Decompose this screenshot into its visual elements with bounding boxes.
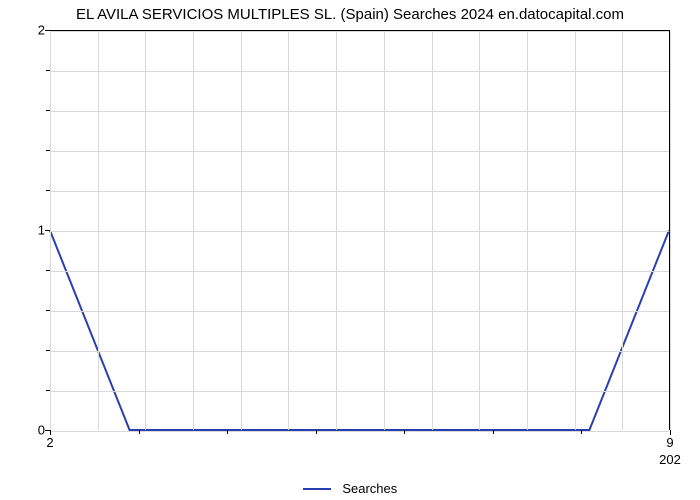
legend-swatch bbox=[303, 488, 331, 490]
plot-area bbox=[50, 30, 670, 430]
y-tick-mark bbox=[45, 230, 50, 231]
y-tick-label: 1 bbox=[30, 223, 45, 238]
grid-hline bbox=[50, 391, 669, 392]
y-tick-label: 0 bbox=[30, 423, 45, 438]
grid-vline bbox=[384, 31, 385, 430]
y-minor-tick bbox=[46, 150, 50, 151]
grid-vline bbox=[527, 31, 528, 430]
grid-vline bbox=[241, 31, 242, 430]
grid-vline bbox=[98, 31, 99, 430]
grid-hline bbox=[50, 311, 669, 312]
grid-vline bbox=[575, 31, 576, 430]
x-minor-tick bbox=[316, 430, 317, 434]
x-sub-label: 202 bbox=[659, 452, 681, 467]
grid-vline bbox=[336, 31, 337, 430]
x-tick-mark bbox=[670, 430, 671, 435]
grid-hline bbox=[50, 431, 669, 432]
series-line bbox=[50, 231, 669, 431]
x-minor-tick bbox=[227, 430, 228, 434]
grid-vline bbox=[622, 31, 623, 430]
grid-hline bbox=[50, 231, 669, 232]
chart-title: EL AVILA SERVICIOS MULTIPLES SL. (Spain)… bbox=[0, 6, 700, 23]
y-minor-tick bbox=[46, 190, 50, 191]
x-tick-label: 9 bbox=[666, 435, 673, 450]
legend: Searches bbox=[0, 480, 700, 496]
y-minor-tick bbox=[46, 270, 50, 271]
grid-hline bbox=[50, 351, 669, 352]
y-minor-tick bbox=[46, 310, 50, 311]
x-minor-tick bbox=[581, 430, 582, 434]
legend-label: Searches bbox=[342, 481, 397, 496]
y-tick-mark bbox=[45, 30, 50, 31]
y-minor-tick bbox=[46, 390, 50, 391]
y-tick-label: 2 bbox=[30, 23, 45, 38]
x-minor-tick bbox=[404, 430, 405, 434]
grid-hline bbox=[50, 111, 669, 112]
grid-vline bbox=[50, 31, 51, 430]
grid-vline bbox=[288, 31, 289, 430]
y-minor-tick bbox=[46, 110, 50, 111]
y-minor-tick bbox=[46, 70, 50, 71]
grid-vline bbox=[479, 31, 480, 430]
x-tick-label: 2 bbox=[46, 435, 53, 450]
grid-vline bbox=[193, 31, 194, 430]
grid-hline bbox=[50, 31, 669, 32]
y-minor-tick bbox=[46, 350, 50, 351]
x-minor-tick bbox=[493, 430, 494, 434]
grid-hline bbox=[50, 151, 669, 152]
x-tick-mark bbox=[50, 430, 51, 435]
grid-hline bbox=[50, 71, 669, 72]
grid-hline bbox=[50, 271, 669, 272]
x-minor-tick bbox=[139, 430, 140, 434]
chart-container: EL AVILA SERVICIOS MULTIPLES SL. (Spain)… bbox=[0, 0, 700, 500]
grid-vline bbox=[670, 31, 671, 430]
grid-vline bbox=[432, 31, 433, 430]
grid-hline bbox=[50, 191, 669, 192]
grid-vline bbox=[145, 31, 146, 430]
